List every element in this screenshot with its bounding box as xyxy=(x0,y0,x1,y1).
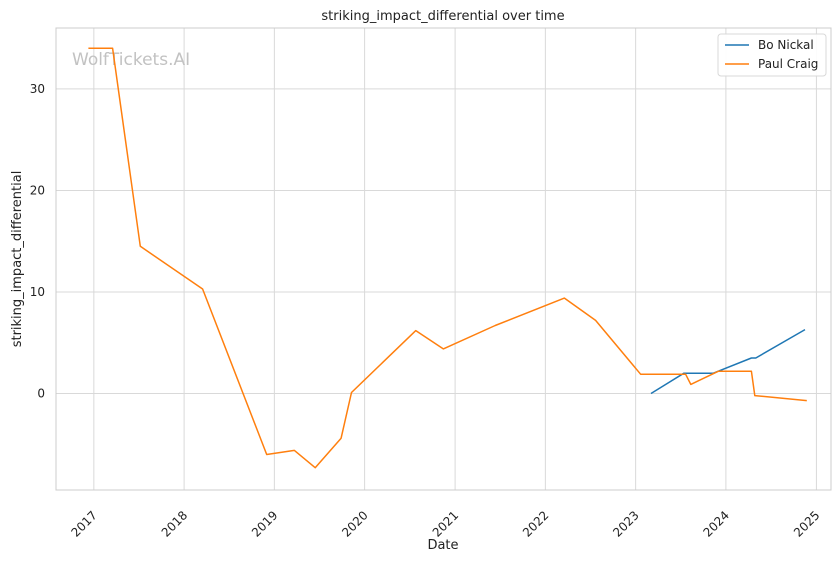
legend: Bo Nickal Paul Craig xyxy=(717,33,827,77)
plot-frame xyxy=(55,27,832,491)
y-tick-label: 10 xyxy=(30,285,45,299)
watermark-text: WolfTickets.AI xyxy=(72,50,190,70)
series-lines xyxy=(88,47,807,469)
x-axis-label: Date xyxy=(427,538,458,553)
legend-label-paul-craig: Paul Craig xyxy=(758,57,818,71)
series-line-paul-craig xyxy=(88,47,807,469)
y-axis-ticks: 0 10 20 30 xyxy=(30,82,45,401)
y-axis-label: striking_impact_differential xyxy=(10,171,25,348)
y-tick-label: 0 xyxy=(37,387,45,401)
y-tick-label: 30 xyxy=(30,82,45,96)
series-line-bo-nickal xyxy=(650,328,806,395)
chart-title: striking_impact_differential over time xyxy=(321,9,564,24)
legend-label-bo-nickal: Bo Nickal xyxy=(758,38,814,52)
y-tick-label: 20 xyxy=(30,183,45,197)
grid xyxy=(56,28,831,490)
